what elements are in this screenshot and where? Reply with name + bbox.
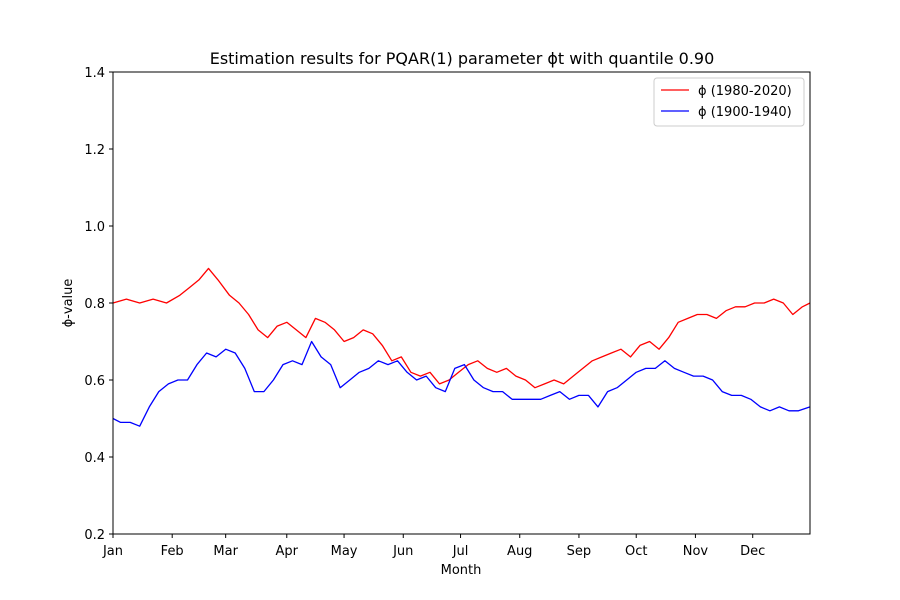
series-line-1900-1940 — [112, 340, 811, 427]
axes-layer: Jan Feb Mar Apr May Jun Jul Aug Sep Oct Nov Dec 0.2 0… — [84, 66, 765, 559]
chart-title: Estimation results for PQAR(1) parameter… — [210, 49, 715, 68]
x-tick-label: Jan — [102, 544, 123, 559]
x-tick-label: Apr — [276, 544, 299, 559]
x-tick-label: Dec — [740, 544, 765, 559]
x-axis-label: Month — [441, 563, 482, 578]
y-tick-label: 1.4 — [84, 66, 105, 81]
y-tick-label: 0.4 — [84, 451, 105, 466]
legend-label-1980-2020: ϕ (1980-2020) — [698, 84, 792, 99]
x-tick-label: May — [331, 544, 358, 559]
y-tick-label: 0.8 — [84, 297, 105, 312]
x-tick-label: Mar — [213, 544, 238, 559]
plot-frame — [112, 71, 811, 535]
x-tick-label: Oct — [625, 544, 647, 559]
y-axis-label: ϕ-value — [61, 279, 76, 328]
legend-label-1900-1940: ϕ (1900-1940) — [698, 105, 792, 120]
series-layer — [112, 267, 811, 427]
x-tick-label: Jun — [392, 544, 413, 559]
x-tick-label: Sep — [567, 544, 592, 559]
y-tick-label: 0.6 — [84, 374, 105, 389]
y-tick-label: 0.2 — [84, 528, 105, 543]
x-tick-label: Nov — [683, 544, 709, 559]
x-tick-label: Aug — [507, 544, 532, 559]
series-line-1980-2020 — [112, 267, 811, 389]
x-tick-label: Jul — [452, 544, 469, 559]
legend-box — [653, 77, 805, 127]
y-tick-label: 1.0 — [84, 220, 105, 235]
y-tick-label: 1.2 — [84, 143, 105, 158]
legend: ϕ (1980-2020) ϕ (1900-1940) — [653, 77, 805, 127]
x-tick-label: Feb — [161, 544, 184, 559]
